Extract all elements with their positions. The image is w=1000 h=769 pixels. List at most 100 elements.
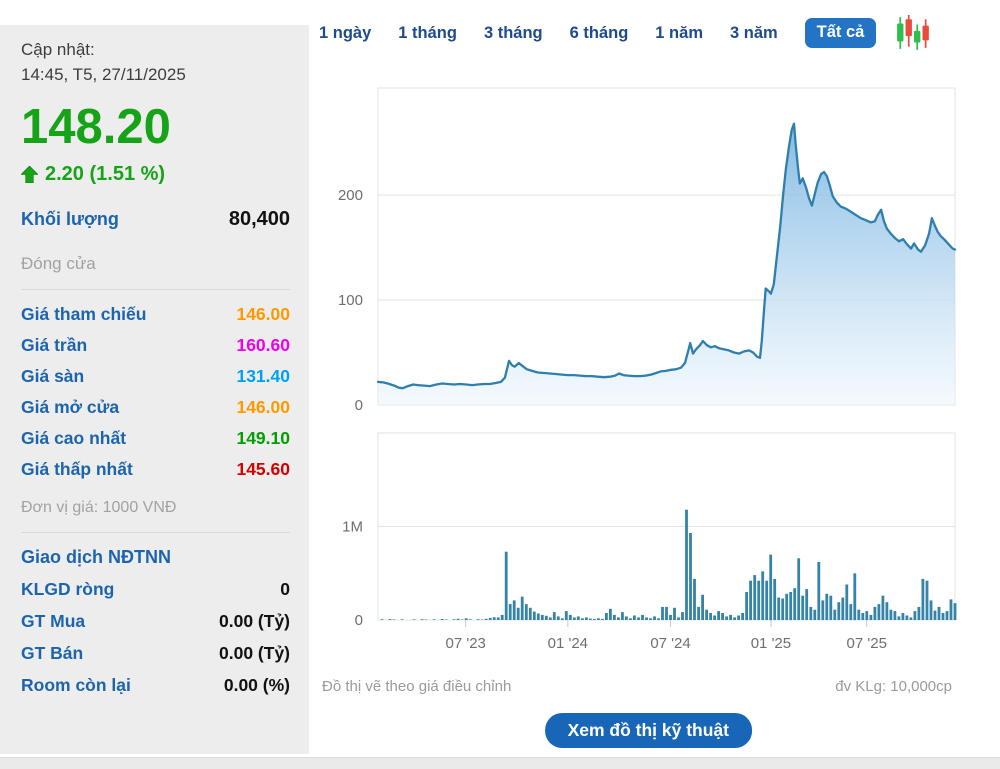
volume-bar bbox=[388, 619, 392, 620]
volume-bar bbox=[380, 619, 384, 620]
tab-6-months[interactable]: 6 tháng bbox=[569, 23, 629, 42]
tab-3-years[interactable]: 3 năm bbox=[729, 23, 778, 42]
volume-bar bbox=[564, 611, 568, 620]
axis-label: 07 '24 bbox=[650, 635, 690, 652]
volume-unit-note: đv KLg: 10,000cp bbox=[835, 678, 952, 695]
open-price-label: Giá mở cửa bbox=[21, 397, 120, 417]
volume-bar bbox=[913, 611, 917, 620]
volume-bar bbox=[601, 618, 604, 620]
volume-bar bbox=[508, 604, 512, 620]
high-price-value: 149.10 bbox=[236, 428, 290, 448]
volume-bar bbox=[949, 599, 953, 620]
updated-label: Cập nhật: bbox=[21, 40, 95, 59]
volume-bar bbox=[741, 613, 744, 620]
volume-bar bbox=[500, 614, 504, 620]
volume-bar bbox=[909, 617, 913, 620]
volume-bar bbox=[885, 602, 889, 620]
divider bbox=[21, 532, 290, 533]
volume-bar bbox=[765, 580, 769, 620]
axis-label: 200 bbox=[338, 187, 363, 204]
volume-bar bbox=[809, 606, 813, 620]
volume-bar bbox=[953, 603, 957, 620]
volume-bar bbox=[769, 554, 773, 621]
updated-time: 14:45, T5, 27/11/2025 bbox=[21, 65, 186, 84]
volume-bar bbox=[945, 611, 949, 620]
volume-bar bbox=[597, 618, 600, 620]
volume-bar bbox=[781, 598, 785, 620]
volume-bar bbox=[873, 606, 877, 620]
buy-value-label: GT Mua bbox=[21, 611, 86, 631]
volume-bar bbox=[865, 611, 869, 620]
room-left-row: Room còn lại 0.00 (%) bbox=[21, 675, 290, 696]
volume-bar bbox=[701, 594, 704, 620]
axis-label: 0 bbox=[355, 397, 363, 414]
volume-bar bbox=[833, 609, 837, 620]
tab-3-months[interactable]: 3 tháng bbox=[483, 23, 543, 42]
section-divider-strip bbox=[0, 757, 1000, 769]
volume-bar bbox=[745, 592, 748, 621]
volume-bar bbox=[749, 580, 752, 620]
volume-bar bbox=[488, 617, 492, 620]
volume-bar bbox=[657, 618, 660, 620]
volume-bar bbox=[845, 584, 849, 620]
volume-bar bbox=[849, 604, 853, 620]
reference-price-value: 146.00 bbox=[236, 304, 290, 324]
volume-bar bbox=[552, 612, 556, 620]
volume-bar bbox=[633, 615, 636, 620]
volume-bar bbox=[869, 614, 873, 620]
ceiling-price-label: Giá trần bbox=[21, 335, 88, 355]
net-volume-value: 0 bbox=[280, 579, 290, 599]
tab-all[interactable]: Tất cả bbox=[804, 18, 877, 48]
tab-1-day[interactable]: 1 ngày bbox=[319, 23, 372, 42]
room-left-label: Room còn lại bbox=[21, 675, 131, 695]
volume-bar bbox=[649, 618, 652, 620]
volume-bar bbox=[889, 609, 893, 620]
volume-bar bbox=[480, 619, 484, 620]
volume-bar bbox=[729, 614, 732, 620]
volume-bar bbox=[645, 617, 648, 620]
volume-bar bbox=[593, 619, 596, 620]
volume-bar bbox=[813, 609, 817, 620]
tab-1-month[interactable]: 1 tháng bbox=[398, 23, 457, 42]
volume-bar bbox=[392, 619, 396, 620]
volume-bar bbox=[685, 509, 688, 620]
volume-bar bbox=[905, 615, 909, 620]
technical-chart-button[interactable]: Xem đồ thị kỹ thuật bbox=[544, 713, 752, 748]
volume-bar bbox=[705, 609, 708, 620]
volume-bar bbox=[621, 612, 624, 620]
tab-1-year[interactable]: 1 năm bbox=[655, 23, 703, 42]
volume-bar bbox=[637, 617, 640, 620]
volume-bar bbox=[837, 602, 841, 620]
quote-sidebar: Cập nhật: 14:45, T5, 27/11/2025 148.20 2… bbox=[0, 25, 309, 754]
volume-bar bbox=[585, 617, 588, 620]
volume-bar bbox=[841, 597, 845, 620]
axis-label: 07 '23 bbox=[446, 635, 486, 652]
volume-bar bbox=[420, 619, 424, 620]
volume-bar bbox=[504, 551, 508, 620]
range-tabs: 1 ngày 1 tháng 3 tháng 6 tháng 1 năm 3 n… bbox=[319, 15, 932, 51]
volume-bar bbox=[452, 619, 456, 620]
volume-bar bbox=[492, 617, 496, 620]
price-unit-note: Đơn vị giá: 1000 VNĐ bbox=[21, 499, 177, 516]
volume-bar bbox=[753, 575, 757, 620]
volume-bar bbox=[681, 612, 684, 620]
candlestick-chart-icon[interactable] bbox=[895, 15, 932, 51]
volume-bar bbox=[629, 618, 632, 620]
volume-bar bbox=[933, 610, 937, 620]
ceiling-price-value: 160.60 bbox=[236, 335, 290, 355]
volume-bar bbox=[412, 619, 416, 620]
volume-bar bbox=[440, 619, 444, 620]
price-volume-chart[interactable]: 0 100 200 0 1M 07 '23 01 '24 07 '24 01 '25 07 '25 bbox=[309, 50, 1000, 670]
price-line bbox=[376, 122, 957, 390]
volume-bar bbox=[733, 617, 736, 620]
volume-bar bbox=[548, 617, 552, 620]
volume-bar bbox=[917, 606, 921, 620]
volume-bar bbox=[572, 617, 576, 620]
low-price-value: 145.60 bbox=[236, 459, 290, 479]
volume-bar bbox=[669, 614, 672, 620]
volume-bar bbox=[793, 588, 797, 620]
floor-price-value: 131.40 bbox=[236, 366, 290, 386]
buy-value-row: GT Mua 0.00 (Tỷ) bbox=[21, 611, 290, 632]
volume-bar bbox=[520, 596, 524, 620]
volume-row: Khối lượng 80,400 bbox=[21, 208, 290, 231]
